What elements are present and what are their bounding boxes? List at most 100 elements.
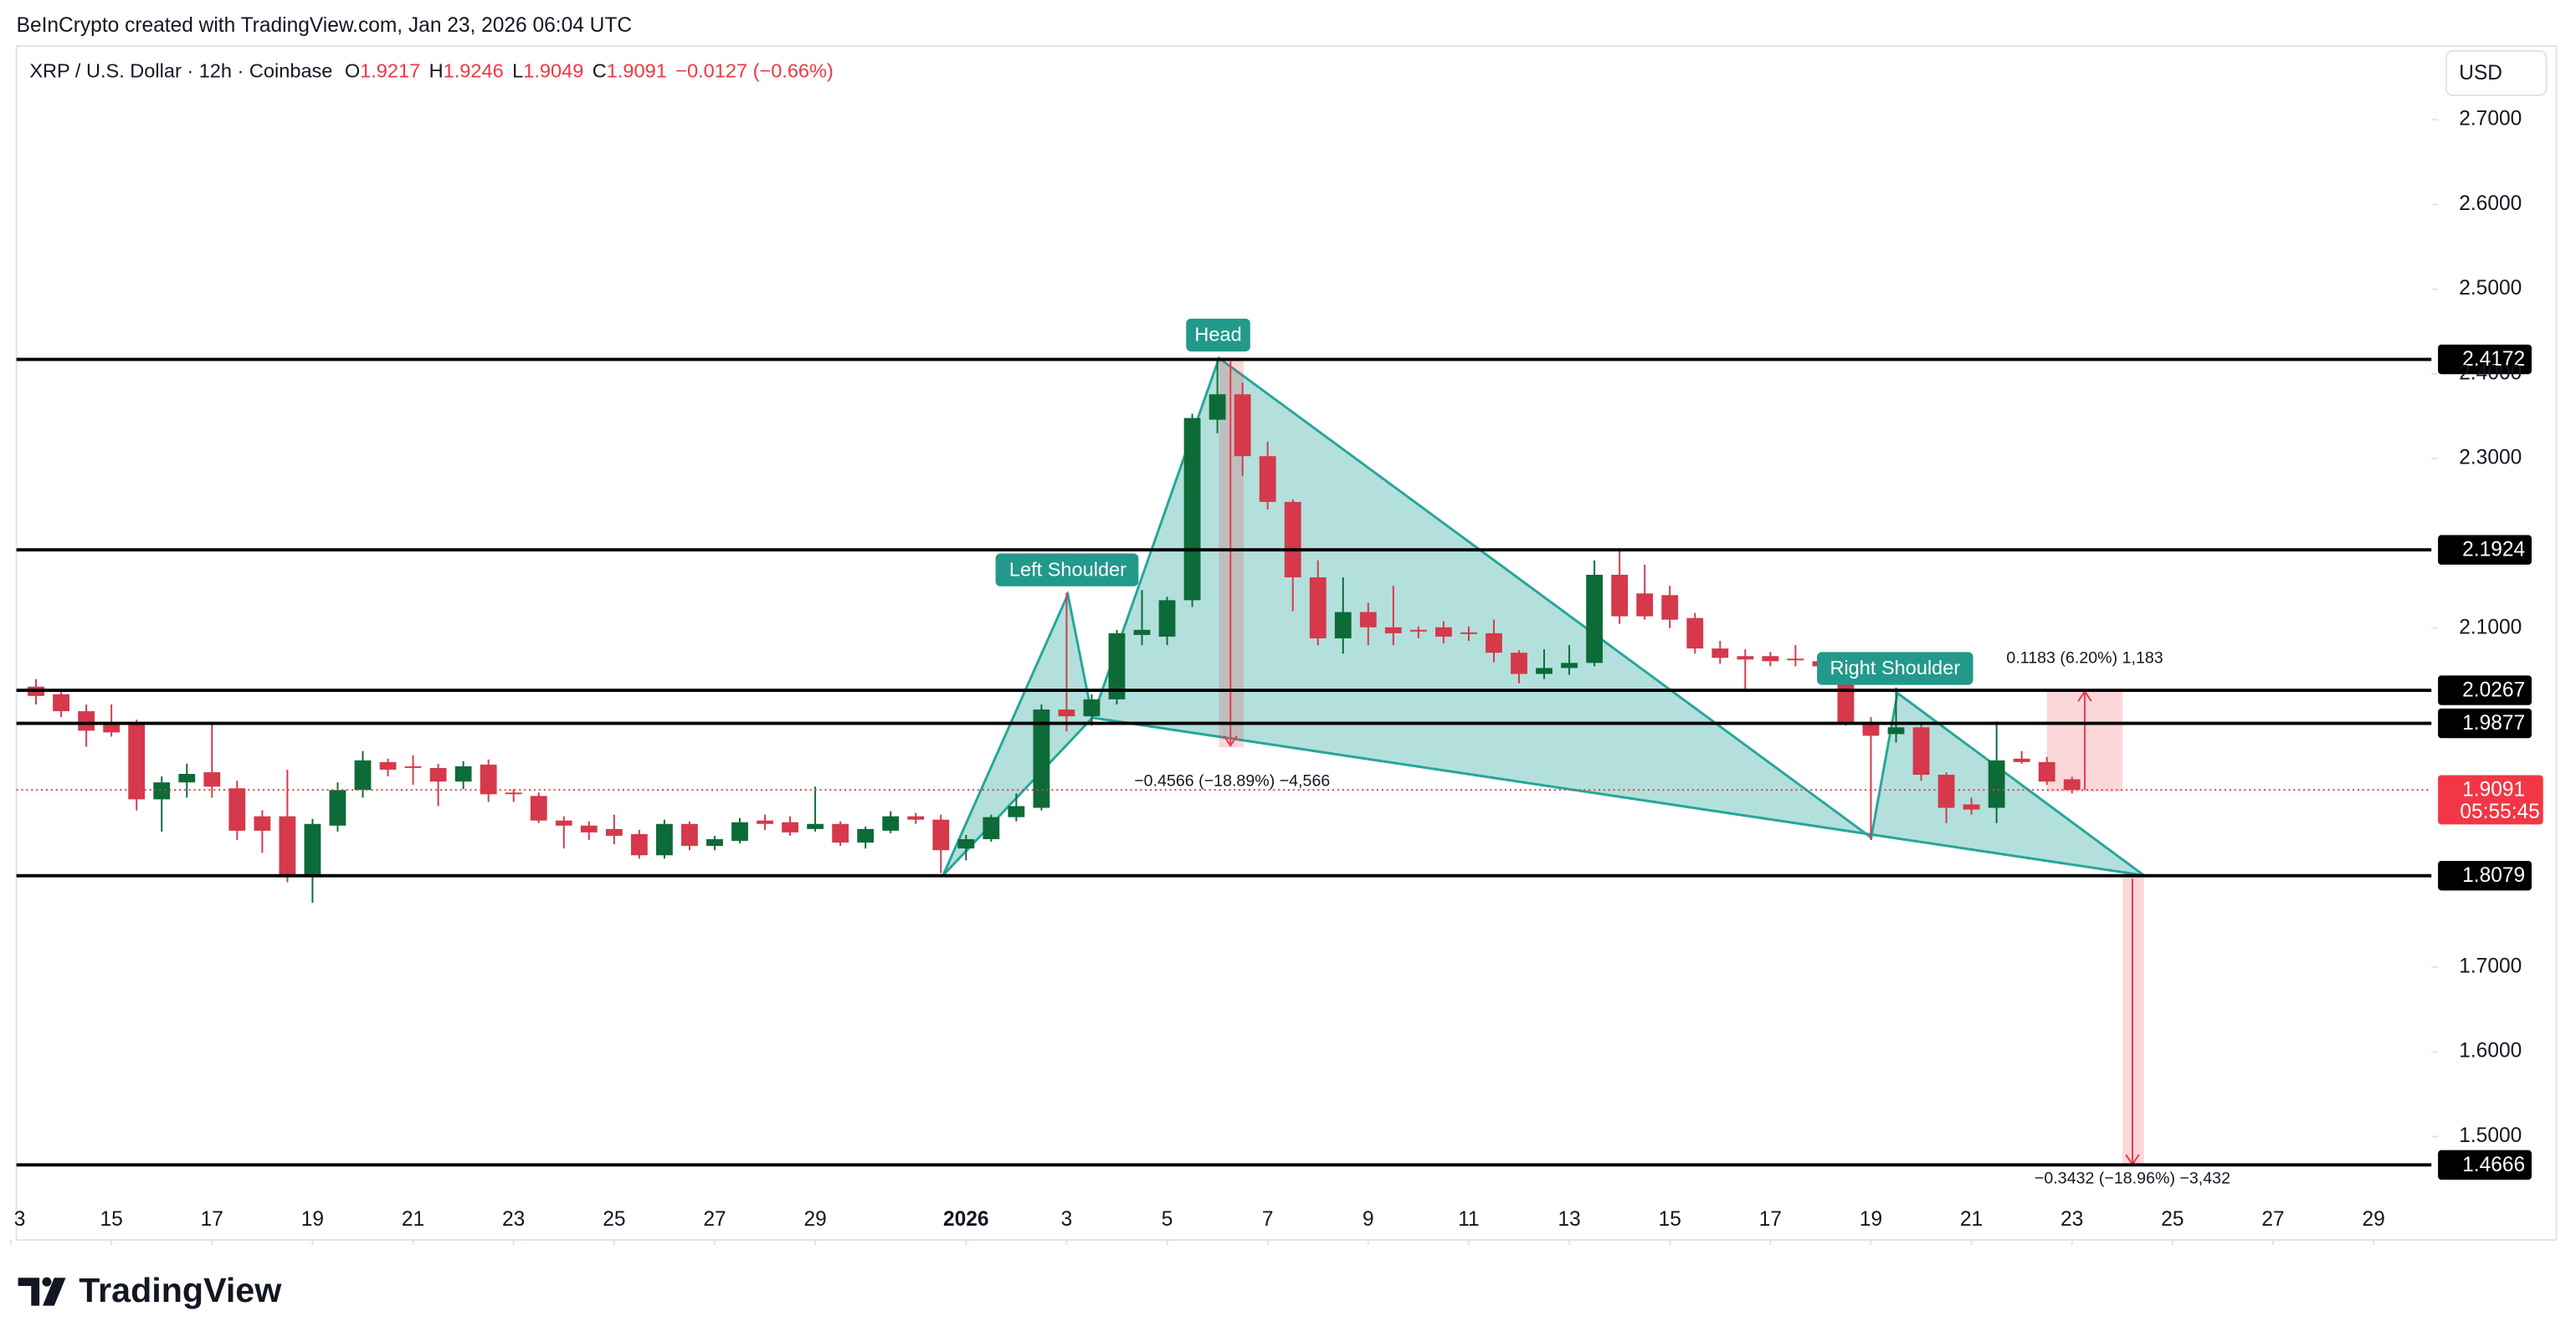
- candle-body: [480, 764, 497, 795]
- candle-body: [1787, 658, 1804, 661]
- candle-body: [1158, 600, 1176, 637]
- candle-body: [1309, 577, 1326, 638]
- candle-body: [254, 816, 271, 831]
- candle-body: [1912, 727, 1930, 776]
- candle-body: [1435, 627, 1452, 637]
- candle-body: [53, 694, 70, 712]
- candle-body: [1384, 627, 1402, 633]
- pattern-label: Right Shoulder: [1829, 657, 1960, 679]
- ohlc-label: C: [593, 60, 607, 82]
- candles: [28, 359, 2081, 903]
- x-tick-label: 21: [1960, 1208, 1983, 1231]
- candle-body: [1636, 593, 1654, 617]
- candle-body: [1058, 709, 1075, 717]
- candle-body: [706, 839, 723, 847]
- x-tick-label: 27: [2261, 1208, 2284, 1231]
- candle-body: [983, 817, 1000, 840]
- y-tick-label: 1.7000: [2459, 955, 2522, 977]
- ohlc-value: 1.9246: [444, 60, 504, 82]
- candle-body: [279, 816, 296, 878]
- ohlc-value: 1.9091: [607, 60, 667, 82]
- y-tick-label: 2.5000: [2459, 277, 2522, 300]
- ohlc-value: 1.9217: [360, 60, 420, 82]
- measure-label: −0.3432 (−18.96%) −3,432: [2035, 1170, 2230, 1188]
- candle-body: [1586, 574, 1604, 663]
- y-tick-label: 1.5000: [2459, 1124, 2522, 1147]
- x-tick-label: 2026: [943, 1208, 989, 1231]
- candle-body: [2013, 758, 2030, 762]
- candle-body: [404, 766, 422, 768]
- candle-body: [1133, 629, 1151, 635]
- currency-label[interactable]: USD: [2459, 62, 2502, 85]
- candle-body: [178, 774, 196, 783]
- x-tick-label: 5: [1162, 1208, 1173, 1231]
- y-tick-label: 2.7000: [2459, 108, 2522, 131]
- logo-mark: [18, 1278, 40, 1306]
- candle-body: [1511, 653, 1527, 674]
- currency-button[interactable]: [2445, 49, 2548, 96]
- candle-body: [605, 828, 623, 836]
- candle-body: [2063, 779, 2081, 791]
- level-label: 1.9877: [2462, 712, 2525, 735]
- candle-body: [1611, 574, 1629, 617]
- label-box: [995, 553, 1139, 586]
- candle-body: [1762, 656, 1779, 662]
- candle-body: [1259, 456, 1276, 502]
- candle-body: [782, 822, 798, 832]
- candle-body: [1359, 612, 1377, 627]
- chart-frame: [15, 44, 2558, 1242]
- level-box: [2438, 675, 2532, 705]
- label-box: [1817, 652, 1973, 685]
- legend: XRP / U.S. Dollar · 12h · Coinbase O1.92…: [29, 60, 833, 82]
- x-tick-label: 17: [201, 1208, 223, 1231]
- pattern-labels: Left Shoulder Head Right Shoulder −0.456…: [995, 318, 2230, 1188]
- candle-body: [757, 820, 773, 824]
- symbol-title: XRP / U.S. Dollar · 12h · Coinbase: [29, 60, 332, 82]
- candle-body: [1988, 760, 2005, 808]
- candle-body: [304, 823, 321, 878]
- candle-body: [329, 790, 346, 826]
- candle-body: [731, 822, 748, 842]
- x-tick-label: 3: [14, 1208, 26, 1231]
- x-tick-label: 23: [2060, 1208, 2083, 1231]
- pattern-drawings: [942, 356, 2145, 1166]
- candle-body: [530, 796, 547, 821]
- head-area: [1090, 356, 2145, 877]
- y-tick-label: 2.1000: [2459, 616, 2522, 638]
- x-tick-label: 17: [1759, 1208, 1782, 1231]
- candle-body: [580, 825, 598, 832]
- pattern-label: Left Shoulder: [1009, 558, 1126, 580]
- x-tick-label: 19: [301, 1208, 324, 1231]
- ohlc-label: L: [512, 60, 523, 82]
- candle-body: [379, 761, 397, 770]
- candle-body: [1862, 722, 1880, 736]
- left-shoulder-area: [942, 590, 1094, 877]
- candle-body: [681, 823, 698, 847]
- candle-body: [1711, 648, 1729, 658]
- candle-body: [454, 766, 472, 782]
- label-box: [1186, 318, 1250, 352]
- logo-mark: [43, 1278, 66, 1306]
- y-tick-label: 1.6000: [2459, 1040, 2522, 1063]
- level-label: 2.1924: [2462, 539, 2525, 561]
- x-tick-label: 15: [100, 1208, 123, 1231]
- candle-body: [1033, 709, 1050, 808]
- change: −0.0127 (−0.66%): [675, 60, 834, 82]
- candle-body: [1183, 417, 1201, 601]
- measure-label: 0.1183 (6.20%) 1,183: [2006, 648, 2163, 667]
- y-tick-label: 2.4000: [2459, 361, 2522, 384]
- level-label: 2.4172: [2462, 348, 2525, 371]
- candle-body: [1661, 595, 1679, 620]
- candle-body: [1234, 394, 1251, 457]
- x-tick-label: 25: [603, 1208, 625, 1231]
- candle-body: [1686, 617, 1704, 649]
- candle-body: [555, 820, 572, 826]
- logo-mark: [42, 1277, 52, 1287]
- x-tick-label: 29: [2363, 1208, 2385, 1231]
- candle-body: [1409, 629, 1427, 632]
- ohlc-label: H: [429, 60, 444, 82]
- x-tick-label: 11: [1458, 1208, 1479, 1231]
- logo: TradingView: [18, 1271, 282, 1309]
- candle-body: [1486, 633, 1502, 653]
- candle-body: [1561, 663, 1578, 668]
